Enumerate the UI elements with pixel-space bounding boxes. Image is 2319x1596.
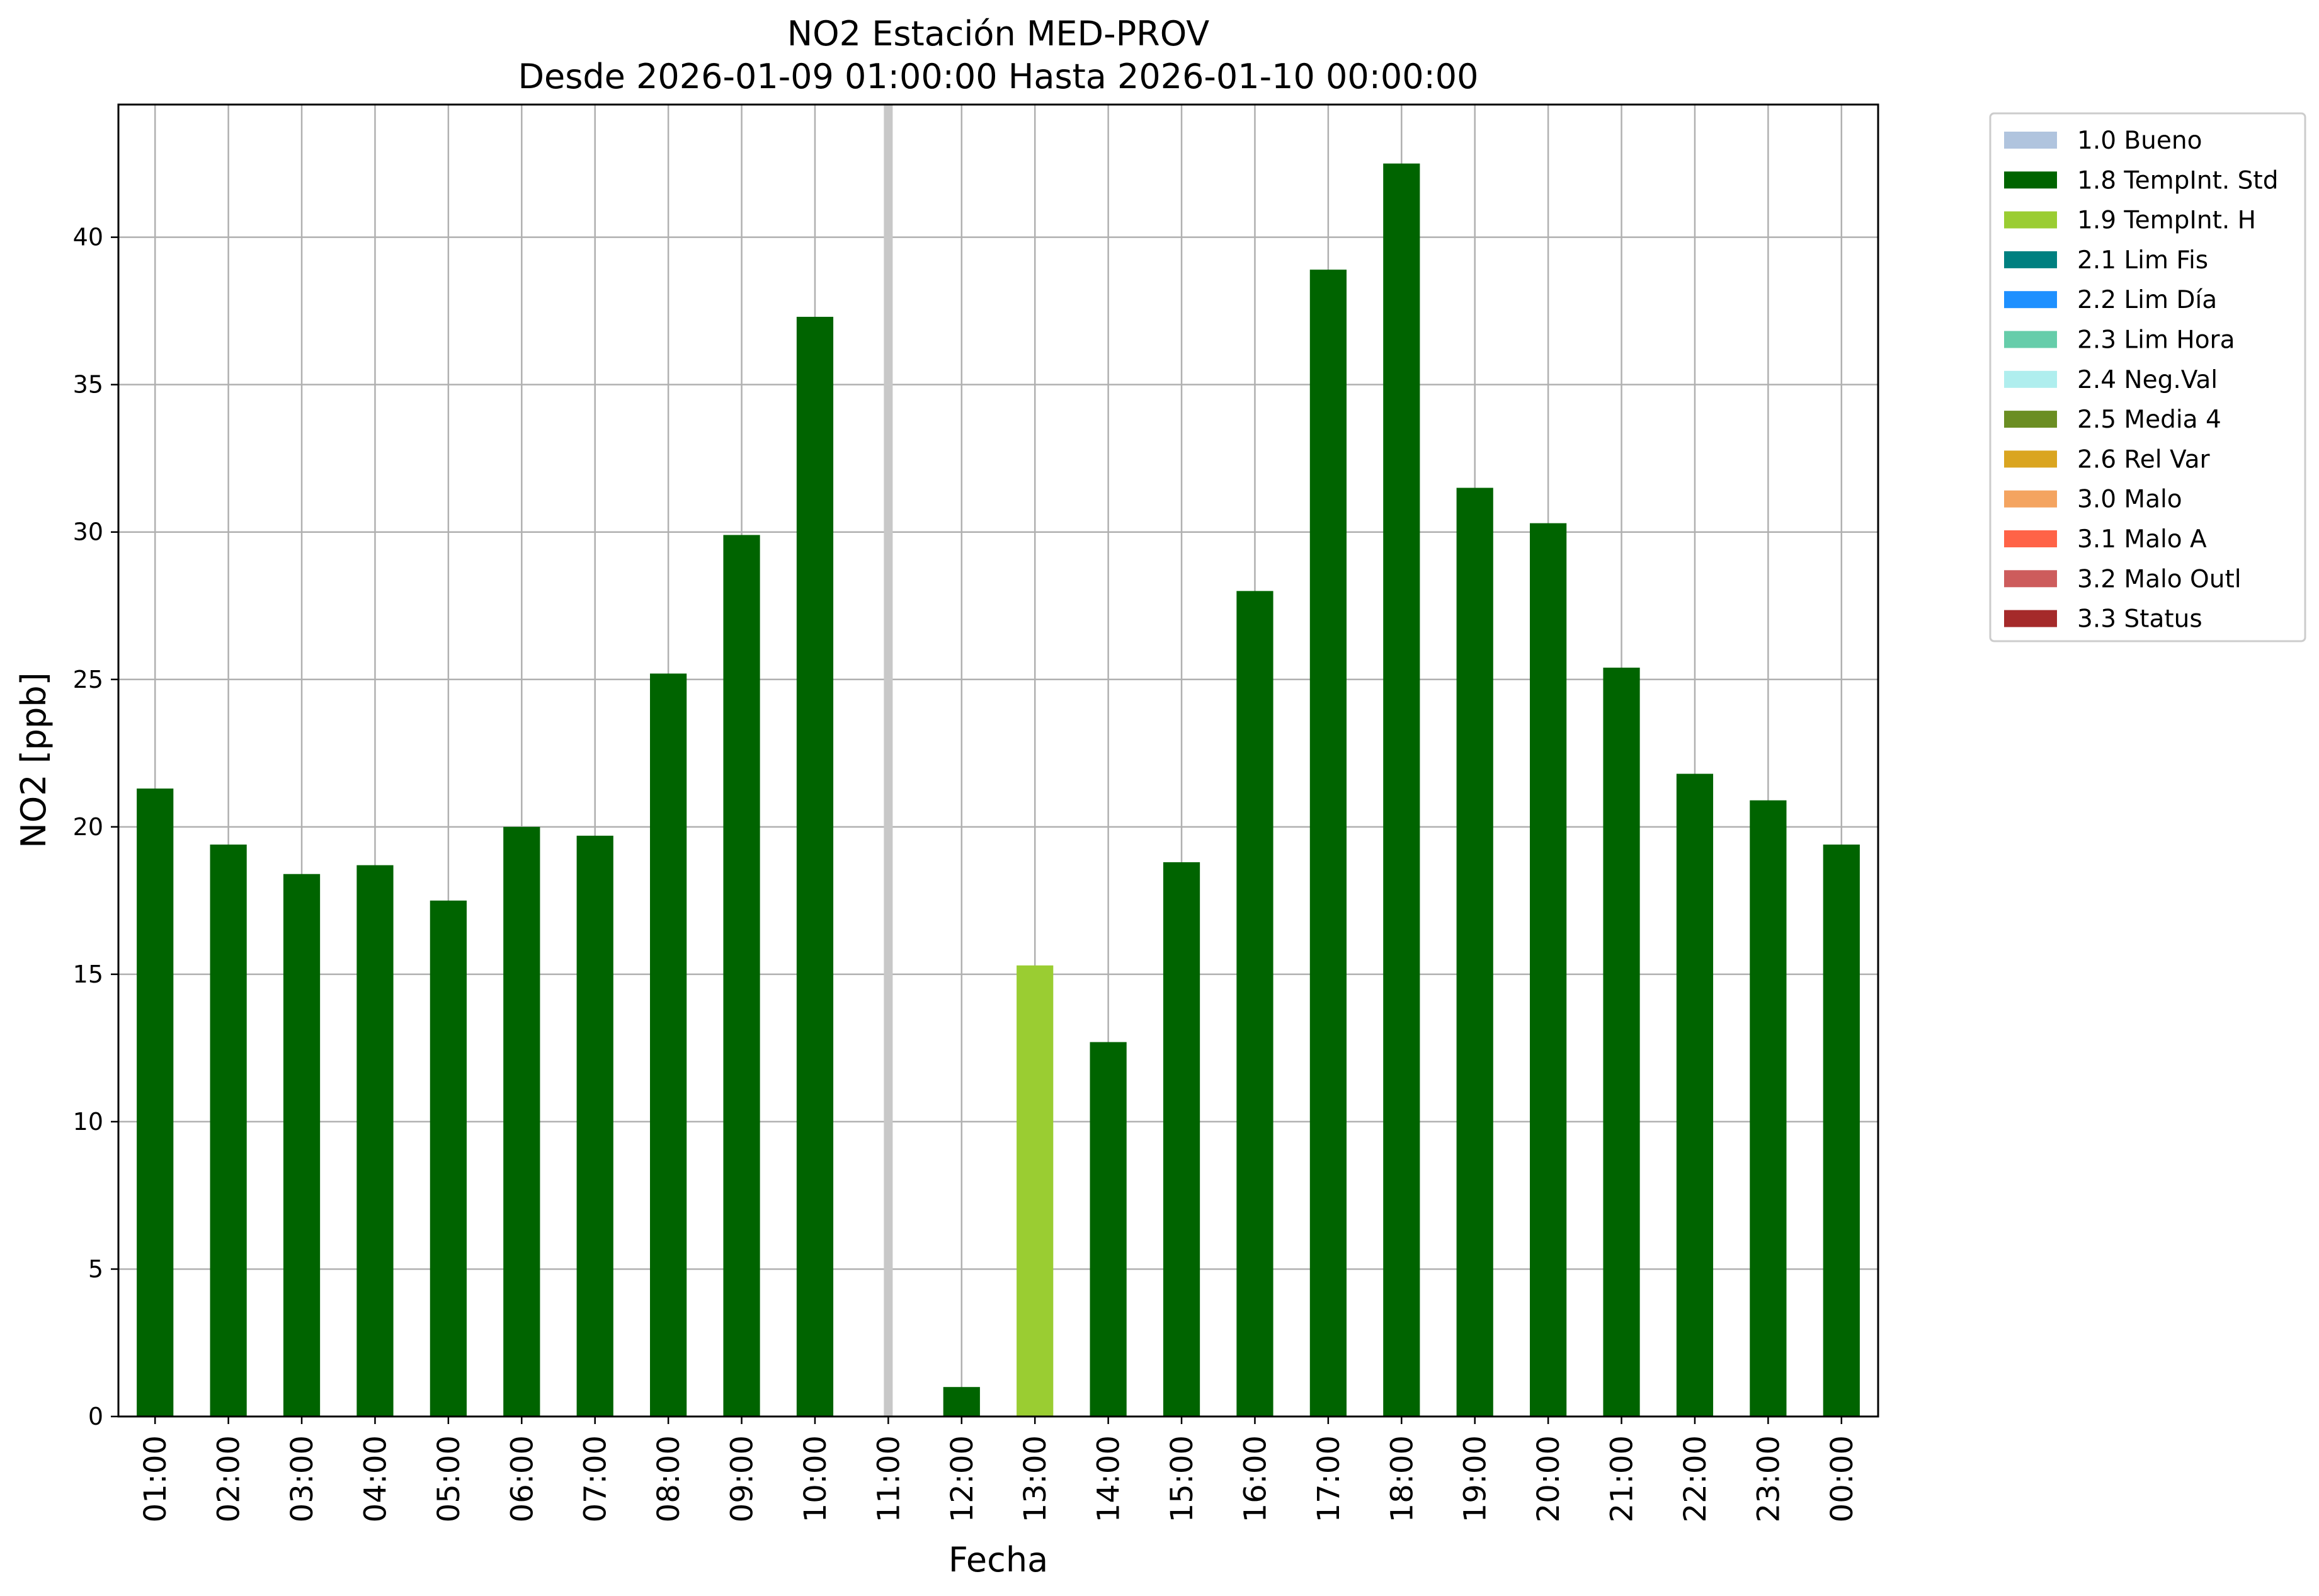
x-tick-label: 15:00 — [1165, 1435, 1200, 1522]
x-tick-label: 07:00 — [578, 1435, 613, 1522]
y-tick-label: 20 — [73, 813, 103, 841]
y-tick-label: 30 — [73, 518, 103, 546]
legend-swatch — [2004, 370, 2057, 388]
legend-label: 3.1 Malo A — [2077, 525, 2207, 554]
y-axis-ticks: 0 5 10 15 20 25 30 35 40 — [73, 224, 118, 1430]
bar — [650, 673, 687, 1416]
x-tick-label: 17:00 — [1311, 1435, 1347, 1522]
legend-swatch — [2004, 132, 2057, 149]
x-tick-label: 03:00 — [285, 1435, 320, 1522]
y-tick-label: 35 — [73, 371, 103, 399]
legend-swatch — [2004, 610, 2057, 627]
bar — [796, 317, 834, 1417]
legend-swatch — [2004, 490, 2057, 508]
bar — [1603, 668, 1640, 1416]
legend: 1.0 Bueno 1.8 TempInt. Std 1.9 TempInt. H 2… — [1989, 112, 2306, 642]
x-tick-label: 11:00 — [871, 1435, 906, 1522]
x-tick-label: 16:00 — [1238, 1435, 1273, 1522]
y-tick-label: 0 — [88, 1403, 103, 1430]
legend-label: 3.3 Status — [2077, 605, 2202, 634]
bars — [137, 105, 1860, 1417]
x-tick-label: 14:00 — [1091, 1435, 1127, 1522]
y-tick-label: 25 — [73, 666, 103, 693]
bar — [1017, 965, 1054, 1416]
x-tick-label: 20:00 — [1531, 1435, 1566, 1522]
x-tick-label: 05:00 — [431, 1435, 467, 1522]
x-tick-label: 23:00 — [1751, 1435, 1786, 1522]
bar — [1823, 844, 1860, 1416]
x-tick-label: 08:00 — [651, 1435, 687, 1522]
x-tick-label: 02:00 — [212, 1435, 247, 1522]
legend-swatch — [2004, 291, 2057, 309]
legend-frame — [1989, 112, 2306, 642]
legend-swatch — [2004, 411, 2057, 428]
legend-label: 1.9 TempInt. H — [2077, 207, 2256, 235]
legend-label: 2.2 Lim Día — [2077, 286, 2217, 314]
x-tick-label: 06:00 — [504, 1435, 540, 1522]
legend-swatch — [2004, 450, 2057, 468]
x-tick-label: 04:00 — [358, 1435, 393, 1522]
x-tick-label: 18:00 — [1384, 1435, 1420, 1522]
x-tick-label: 12:00 — [945, 1435, 980, 1522]
plot-frame — [117, 103, 1879, 1418]
chart-subtitle: Desde 2026-01-09 01:00:00 Hasta 2026-01-… — [518, 57, 1478, 96]
x-tick-label: 13:00 — [1018, 1435, 1053, 1522]
x-tick-label: 10:00 — [798, 1435, 833, 1522]
bar — [1676, 773, 1714, 1416]
y-tick-label: 15 — [73, 960, 103, 988]
y-tick-label: 40 — [73, 224, 103, 251]
x-tick-label: 01:00 — [138, 1435, 173, 1522]
legend-label: 2.3 Lim Hora — [2077, 326, 2235, 355]
bar — [210, 844, 247, 1416]
bar — [1530, 523, 1567, 1416]
x-tick-label: 21:00 — [1605, 1435, 1640, 1522]
bar — [943, 1387, 980, 1416]
legend-swatch — [2004, 530, 2057, 547]
bar — [430, 900, 467, 1416]
legend-swatch — [2004, 171, 2057, 189]
bar — [576, 835, 613, 1416]
bar — [1383, 163, 1420, 1417]
legend-label: 3.2 Malo Outl — [2077, 565, 2242, 593]
bar — [137, 788, 174, 1416]
bar — [503, 826, 540, 1416]
chart-title: NO2 Estación MED-PROV — [787, 14, 1209, 54]
legend-swatch — [2004, 570, 2057, 588]
x-tick-label: 00:00 — [1825, 1435, 1860, 1522]
x-tick-label: 19:00 — [1458, 1435, 1493, 1522]
bar — [1309, 270, 1347, 1416]
legend-swatch — [2004, 211, 2057, 229]
bar — [1163, 862, 1200, 1416]
bar — [1750, 800, 1787, 1416]
x-axis-label: Fecha — [949, 1540, 1048, 1580]
bar — [1456, 487, 1493, 1416]
legend-label: 1.8 TempInt. Std — [2077, 166, 2278, 195]
legend-swatch — [2004, 331, 2057, 348]
y-tick-label: 5 — [88, 1255, 103, 1283]
x-axis-ticks: 01:00 02:00 03:00 04:00 05:00 06:00 07:00 08:00… — [138, 1416, 1860, 1522]
legend-label: 2.5 Media 4 — [2077, 406, 2221, 434]
legend-label: 1.0 Bueno — [2077, 127, 2202, 155]
x-tick-label: 22:00 — [1678, 1435, 1713, 1522]
missing-data-marker — [884, 105, 893, 1416]
y-axis-label: NO2 [ppb] — [14, 672, 54, 848]
bar — [723, 535, 760, 1416]
bar — [283, 874, 321, 1416]
y-tick-label: 10 — [73, 1108, 103, 1136]
legend-label: 2.4 Neg.Val — [2077, 366, 2218, 394]
bar — [1090, 1042, 1127, 1416]
legend-label: 2.1 Lim Fis — [2077, 246, 2208, 275]
x-tick-label: 09:00 — [725, 1435, 760, 1522]
bar — [356, 865, 394, 1416]
legend-swatch — [2004, 251, 2057, 268]
bar — [1236, 591, 1273, 1416]
legend-label: 3.0 Malo — [2077, 486, 2182, 514]
legend-label: 2.6 Rel Var — [2077, 445, 2211, 474]
